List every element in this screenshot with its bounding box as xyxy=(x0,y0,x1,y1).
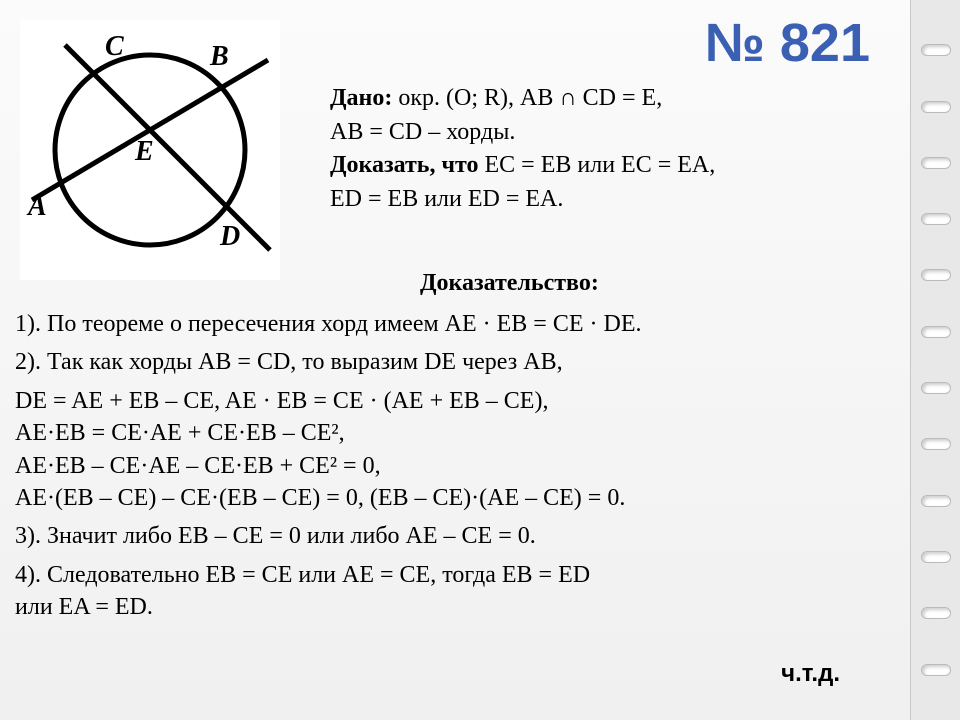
proof-step-3: 3). Значит либо EB – CE = 0 или либо AE … xyxy=(15,520,900,552)
label-B: B xyxy=(209,41,229,72)
proof-step-1: 1). По теореме о пересечения хорд имеем … xyxy=(15,308,900,340)
prove-line-2: ED = EB или ED = EA. xyxy=(330,183,890,217)
prove-text-1: EC = EB или EC = EA, xyxy=(485,152,716,178)
proof-step-2c: AE·EB = CE·AE + CE·EB – CE², xyxy=(15,417,900,449)
given-line-1: Дано: окр. (O; R), AB ∩ CD = E, xyxy=(330,82,890,116)
proof-step-4b: или EA = ED. xyxy=(15,591,900,623)
proof-step-4a: 4). Следовательно EB = CE или AE = CE, т… xyxy=(15,559,900,591)
label-E: E xyxy=(134,136,154,167)
proof-step-2a: 2). Так как хорды AB = CD, то выразим DE… xyxy=(15,346,900,378)
label-D: D xyxy=(219,221,240,252)
prove-line-1: Доказать, что EC = EB или EC = EA, xyxy=(330,149,890,183)
proof-title: Доказательство: xyxy=(420,270,599,297)
problem-number: № 821 xyxy=(705,12,870,74)
proof-step-2e: AE·(EB – CE) – CE·(EB – CE) = 0, (EB – C… xyxy=(15,482,900,514)
qed: ч.т.д. xyxy=(781,660,840,688)
label-C: C xyxy=(105,31,124,62)
spiral-binding xyxy=(910,0,960,720)
given-text-1: окр. (O; R), AB ∩ CD = E, xyxy=(392,85,662,111)
prove-label: Доказать, что xyxy=(330,152,485,178)
given-label: Дано: xyxy=(330,85,392,111)
proof-step-2b: DE = AE + EB – CE, AE · EB = CE · (AE + … xyxy=(15,385,900,417)
label-A: A xyxy=(26,191,47,222)
slide: № 821 C B A D E Дано: окр. (O; R), AB ∩ … xyxy=(0,0,960,720)
proof-step-2d: AE·EB – CE·AE – CE·EB + CE² = 0, xyxy=(15,450,900,482)
proof-body: 1). По теореме о пересечения хорд имеем … xyxy=(15,308,900,624)
given-line-2: AB = CD – хорды. xyxy=(330,116,890,150)
given-block: Дано: окр. (O; R), AB ∩ CD = E, AB = CD … xyxy=(330,82,890,216)
circle-diagram: C B A D E xyxy=(20,20,280,280)
